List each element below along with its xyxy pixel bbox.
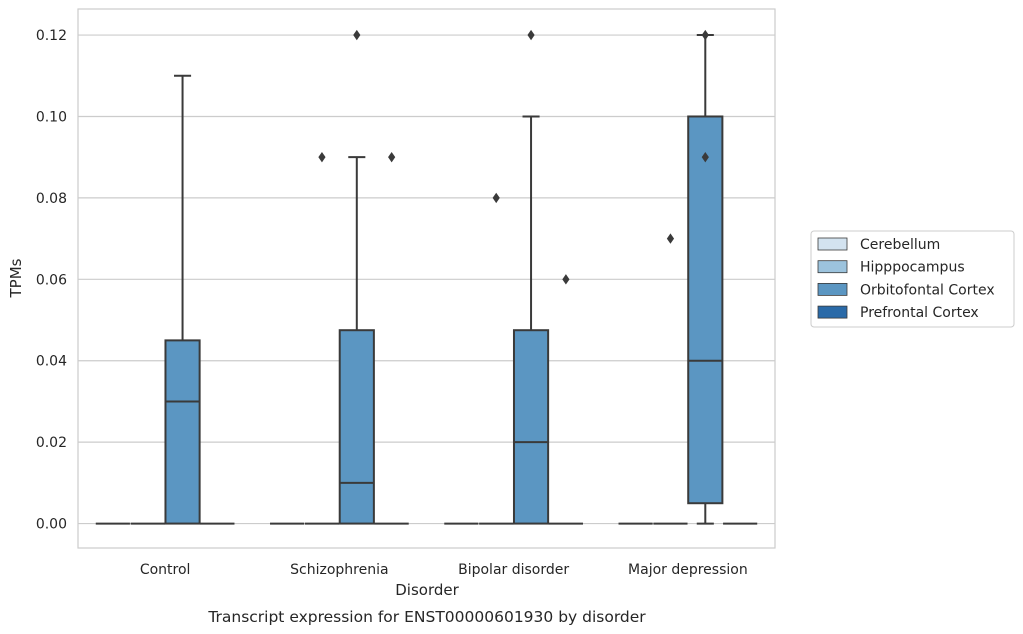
x-tick-label: Schizophrenia (290, 562, 388, 578)
x-axis-label: Disorder (395, 581, 459, 599)
box-hipppocampus (479, 192, 514, 525)
box-body (512, 329, 550, 525)
outlier-point (701, 151, 709, 163)
box-prefrontal-cortex (374, 151, 409, 525)
y-axis-label: TPMs (7, 258, 25, 298)
y-tick-label: 0.02 (36, 435, 67, 451)
y-tick-label: 0.08 (36, 191, 67, 207)
chart-caption: Transcript expression for ENST0000060193… (207, 608, 646, 626)
box-orbitofontal-cortex (512, 29, 550, 525)
legend-label: Prefrontal Cortex (860, 305, 979, 321)
box-prefrontal-cortex (548, 274, 583, 525)
legend-frame (810, 230, 1015, 328)
outlier-point (353, 29, 361, 41)
legend-swatch (817, 237, 848, 251)
x-tick-label: Major depression (628, 562, 748, 578)
legend-label: Hipppocampus (860, 260, 965, 276)
legend-label: Orbitofontal Cortex (860, 282, 995, 298)
boxes (95, 29, 758, 525)
legend-swatch (817, 260, 848, 274)
legend-swatch (817, 305, 848, 319)
y-tick-label: 0.10 (36, 109, 67, 125)
y-tick-label: 0.04 (36, 354, 67, 370)
box-hipppocampus (653, 233, 688, 525)
box-body (164, 339, 201, 525)
legend-swatch (817, 282, 848, 296)
outlier-point (527, 29, 535, 41)
legend-label: Cerebellum (860, 237, 940, 253)
outlier-point (492, 192, 500, 204)
box-body (687, 115, 724, 505)
outlier-point (701, 29, 709, 41)
x-tick-label: Bipolar disorder (458, 562, 569, 578)
box-body (338, 329, 375, 525)
outlier-point (388, 151, 396, 163)
outlier-point (666, 233, 675, 244)
y-axis-ticks: 0.00 0.02 0.04 0.06 0.08 0.10 0.12 (36, 28, 67, 533)
legend: Cerebellum Hipppocampus Orbitofontal Corte… (810, 230, 1015, 328)
y-tick-label: 0.06 (36, 272, 67, 288)
x-tick-label: Control (140, 562, 191, 578)
box-hipppocampus (304, 151, 340, 525)
box-orbitofontal-cortex (164, 74, 201, 525)
box-orbitofontal-cortex (338, 29, 375, 525)
outlier-point (562, 274, 570, 285)
box-orbitofontal-cortex (687, 29, 724, 525)
y-tick-label: 0.12 (36, 28, 67, 44)
y-tick-label: 0.00 (36, 517, 67, 533)
outlier-point (318, 151, 326, 163)
plot-area-frame (77, 8, 776, 549)
x-axis-ticks: Control Schizophrenia Bipolar disorder Majo… (140, 562, 748, 578)
